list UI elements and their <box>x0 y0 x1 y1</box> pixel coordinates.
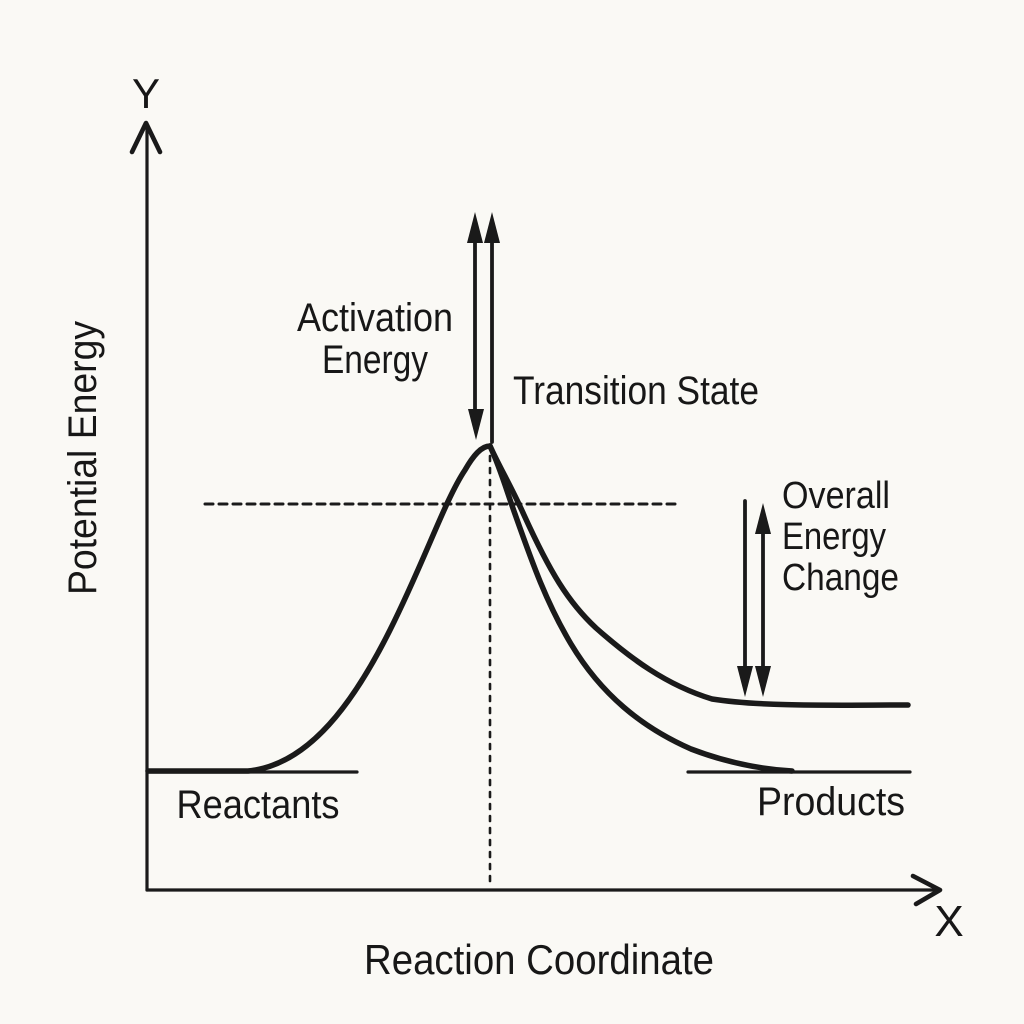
y-axis-title: Potential Energy <box>61 321 105 595</box>
x-axis-letter: X <box>934 897 963 946</box>
activation-energy-arrow-right-head-up <box>484 212 500 243</box>
reactants-label: Reactants <box>177 783 340 827</box>
x-axis-title: Reaction Coordinate <box>364 936 714 983</box>
activation-energy-label-line2: Energy <box>322 338 428 382</box>
energy-curve-descent-upper-branch <box>487 443 911 708</box>
overall-energy-change-label-line1: Overall <box>782 475 890 517</box>
overall-energy-change-label-line3: Change <box>782 557 899 599</box>
activation-energy-arrow-left-head-down <box>468 409 484 440</box>
y-axis-letter: Y <box>132 70 160 117</box>
activation-energy-label-line1: Activation <box>297 296 453 340</box>
energy-curve-ascent <box>145 443 493 774</box>
x-axis-arrowhead <box>910 873 943 907</box>
overall-energy-arrow-right-head-up <box>755 503 771 534</box>
energy-curve-descent-lower-branch <box>487 443 795 774</box>
products-label: Products <box>757 780 905 824</box>
y-axis-arrowhead <box>129 120 163 155</box>
activation-energy-arrow-left-head-up <box>467 212 483 243</box>
transition-state-label: Transition State <box>513 369 759 413</box>
overall-energy-arrow-left-head-down <box>737 666 753 697</box>
overall-energy-change-label-line2: Energy <box>782 516 886 558</box>
overall-energy-arrow-right-head-down <box>755 666 771 697</box>
